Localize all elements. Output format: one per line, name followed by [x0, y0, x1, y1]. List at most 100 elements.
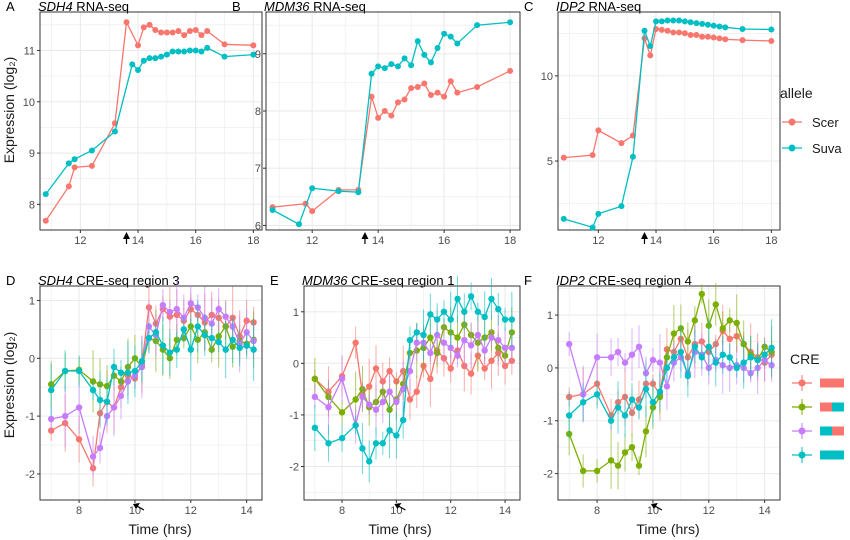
panel-border	[39, 11, 263, 231]
data-point	[447, 78, 454, 85]
data-point	[89, 386, 97, 394]
data-point	[309, 208, 316, 215]
data-point	[704, 33, 711, 40]
panel-title-rest: RNA-seq	[310, 0, 366, 14]
data-point	[89, 453, 97, 460]
data-point	[159, 342, 167, 349]
x-tick-label: 16	[190, 235, 202, 247]
data-point	[641, 27, 648, 34]
data-point	[427, 311, 434, 318]
data-point	[560, 215, 567, 222]
y-tick-label: 0	[293, 358, 299, 370]
y-tick-label: 10	[23, 97, 35, 109]
data-point	[684, 372, 692, 380]
panel-title-rest: RNA-seq	[585, 0, 641, 14]
series-scer	[560, 26, 775, 161]
data-point	[375, 114, 382, 121]
data-point	[427, 334, 434, 341]
data-point	[222, 313, 229, 320]
x-tick-label: 12	[185, 505, 197, 517]
legend-allele-key-point	[788, 118, 796, 126]
data-point	[628, 443, 636, 451]
data-point	[474, 83, 481, 90]
panel-a: A SDH4 RNA-seq 12 14 16 18 8 9 10 11	[6, 0, 263, 247]
data-point	[508, 344, 516, 352]
data-point	[180, 326, 188, 333]
legend-cre-swatch-right	[832, 426, 844, 436]
data-point	[693, 31, 700, 38]
panel-letter: B	[232, 0, 241, 14]
data-point	[187, 300, 194, 307]
data-point	[408, 85, 415, 92]
legend-cre-swatch-left	[820, 378, 832, 388]
data-point	[47, 415, 55, 423]
data-point	[166, 349, 174, 356]
x-tick-label: 10	[390, 505, 402, 517]
data-point	[138, 357, 146, 365]
arrow-stem	[136, 505, 145, 511]
data-point	[352, 339, 359, 346]
data-point	[628, 396, 636, 403]
data-point	[421, 51, 428, 58]
panel-title-gene: IDP2	[556, 0, 586, 14]
data-point	[726, 335, 733, 343]
panel-title-rest: RNA-seq	[73, 0, 129, 14]
data-point	[181, 48, 188, 55]
panel-title-gene: MDM36	[264, 0, 310, 14]
data-point	[579, 467, 587, 475]
data-point	[716, 23, 723, 30]
data-point	[103, 398, 111, 405]
data-point	[201, 331, 208, 339]
series-line	[45, 20, 254, 222]
y-tick-label: 9	[255, 49, 261, 61]
data-point	[250, 42, 257, 49]
data-point	[215, 305, 222, 313]
data-point	[508, 316, 516, 323]
data-point	[386, 367, 393, 375]
panel-letter: C	[524, 0, 533, 14]
data-point	[386, 427, 393, 434]
data-point	[677, 348, 685, 356]
data-point	[131, 367, 139, 375]
data-point	[375, 63, 382, 70]
data-point	[414, 83, 421, 90]
panel-letter: F	[524, 273, 532, 288]
data-point	[565, 340, 573, 348]
data-point	[507, 67, 514, 74]
data-point	[447, 316, 454, 323]
data-point	[565, 412, 573, 419]
panel-letter: E	[270, 273, 279, 288]
data-point	[621, 412, 629, 419]
data-point	[399, 385, 407, 393]
data-point	[663, 383, 671, 390]
data-point	[229, 336, 236, 343]
x-tick-label: 16	[438, 235, 450, 247]
data-point	[427, 375, 434, 383]
data-point	[712, 301, 719, 308]
data-point	[658, 26, 665, 33]
data-point	[501, 316, 509, 323]
data-point	[681, 18, 688, 25]
data-point	[124, 369, 132, 376]
panel-border	[265, 11, 521, 231]
data-point	[421, 80, 428, 87]
data-point	[401, 96, 408, 103]
data-point	[704, 21, 711, 28]
data-point	[110, 363, 118, 371]
legend-cre-title: CRE	[790, 351, 820, 367]
series-cre-4	[311, 275, 516, 483]
data-point	[198, 48, 205, 55]
data-point	[406, 367, 414, 375]
data-point	[110, 404, 118, 411]
data-point	[560, 154, 567, 161]
data-point	[71, 164, 78, 171]
data-point	[152, 55, 159, 62]
data-point	[635, 462, 643, 469]
x-tick-label: 10	[647, 505, 659, 517]
data-point	[352, 396, 359, 403]
data-point	[768, 37, 775, 44]
panel-border	[557, 11, 781, 231]
data-point	[169, 29, 176, 36]
data-point	[754, 356, 761, 364]
